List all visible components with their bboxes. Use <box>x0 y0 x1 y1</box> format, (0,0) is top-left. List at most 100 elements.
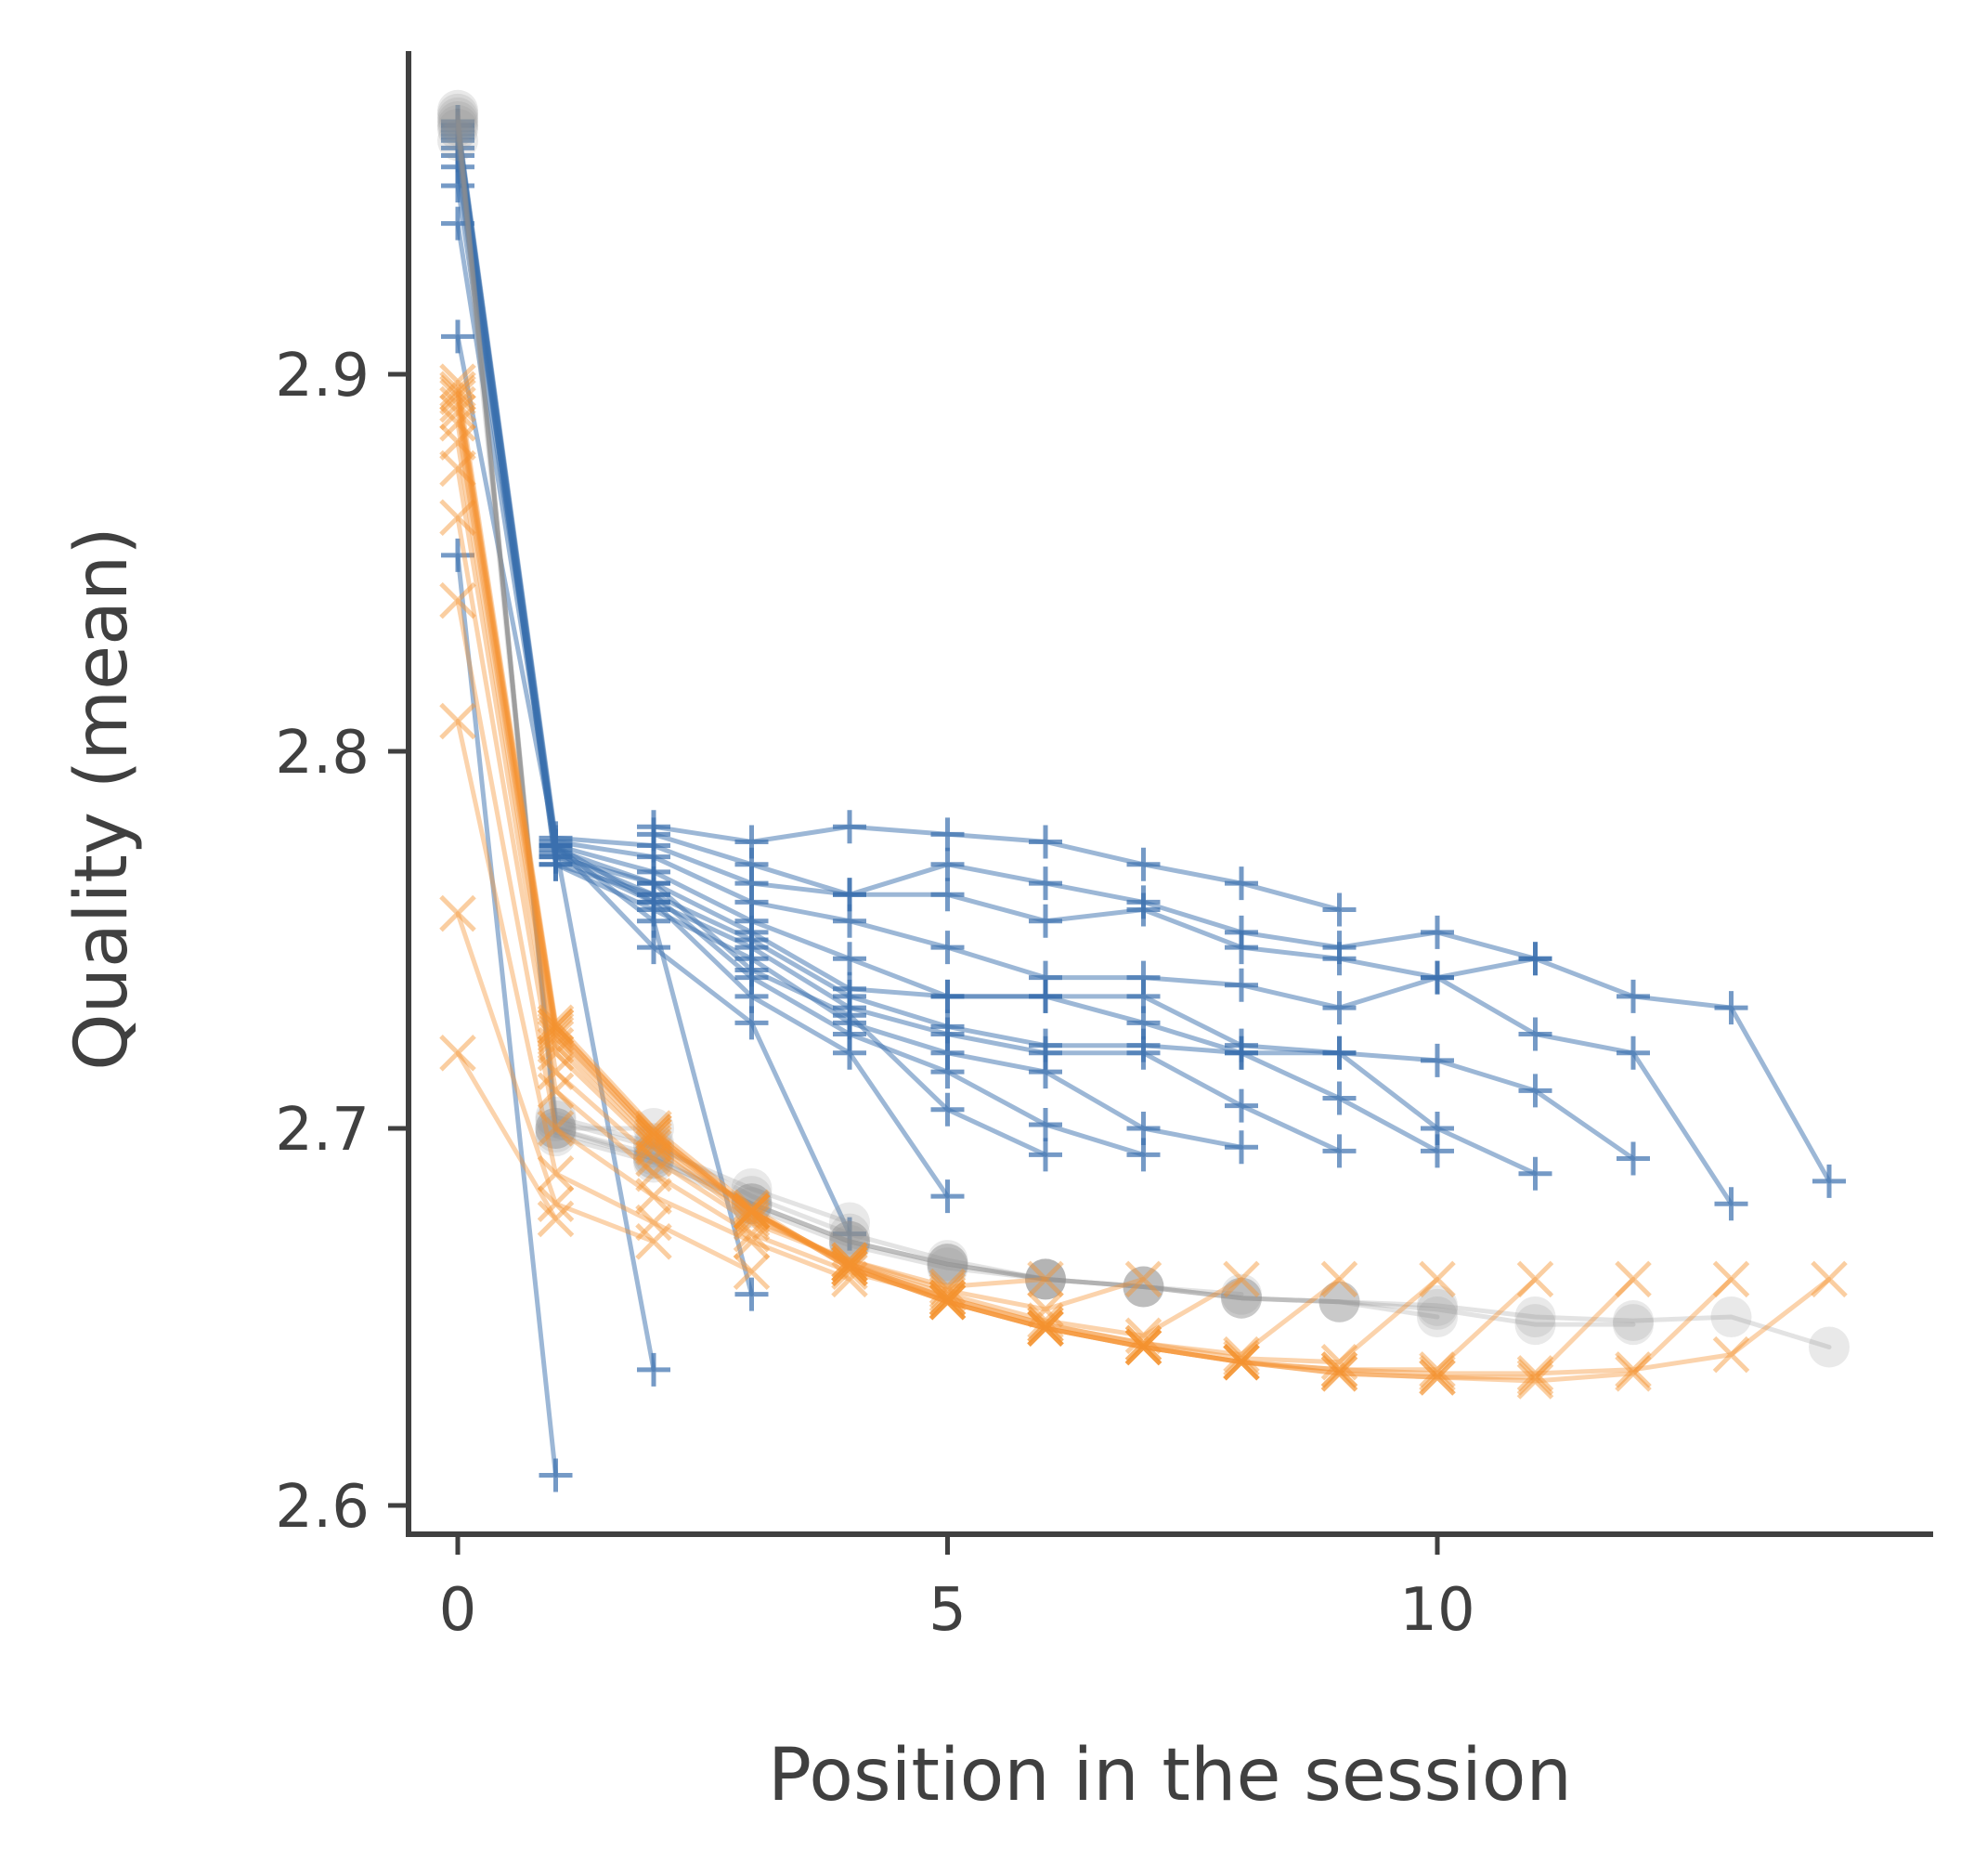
series-gray-len7 <box>437 105 1066 1300</box>
data-point <box>929 1275 967 1313</box>
data-point <box>829 1220 870 1262</box>
data-point <box>927 1247 968 1289</box>
series-line <box>455 115 1440 1320</box>
data-point <box>731 1183 773 1225</box>
data-point <box>733 1192 771 1231</box>
data-point <box>635 1114 672 1151</box>
series-line <box>455 123 1734 1206</box>
data-point <box>1029 1107 1062 1141</box>
data-point <box>1123 1266 1164 1308</box>
data-point <box>1027 1260 1064 1298</box>
data-point <box>439 1035 476 1072</box>
y-tick-label: 2.7 <box>275 1096 370 1165</box>
series-line <box>455 1050 558 1221</box>
series-line <box>455 386 1734 1384</box>
data-point <box>1225 1088 1258 1123</box>
data-point <box>1025 1258 1066 1300</box>
series-line <box>455 394 1538 1373</box>
data-point <box>733 1192 771 1231</box>
series-line <box>455 402 1440 1365</box>
data-point <box>635 1128 672 1166</box>
series-orange-len15 <box>439 363 1848 1392</box>
data-point <box>927 1244 968 1285</box>
data-point <box>635 1114 672 1151</box>
data-point <box>930 878 965 912</box>
data-point <box>439 499 476 537</box>
data-point <box>537 1200 575 1238</box>
data-point <box>1617 1141 1650 1176</box>
series-orange-len7 <box>439 449 1064 1306</box>
data-point <box>831 1249 868 1286</box>
data-point <box>637 1352 670 1387</box>
series-line <box>455 421 1244 1338</box>
data-point <box>635 1117 672 1154</box>
series-line <box>455 123 1048 1282</box>
data-point <box>1221 1277 1262 1319</box>
data-point <box>1029 904 1062 938</box>
series-orange-len13 <box>439 374 1652 1396</box>
data-point <box>1421 960 1454 995</box>
data-point <box>927 1244 968 1285</box>
series-orange-len4 <box>439 702 771 1291</box>
data-point <box>1124 1328 1162 1366</box>
data-point <box>635 1154 672 1192</box>
series-line <box>455 134 1342 1153</box>
data-point <box>633 1123 674 1165</box>
data-point <box>535 1108 577 1149</box>
data-point <box>1124 1324 1162 1362</box>
data-point <box>439 371 476 409</box>
data-point <box>635 1204 672 1242</box>
data-point <box>1322 1134 1357 1168</box>
series-orange-len2 <box>439 1035 575 1238</box>
data-point <box>831 1260 868 1298</box>
data-point <box>733 1196 771 1234</box>
data-point <box>733 1223 771 1260</box>
data-point <box>1320 1355 1358 1392</box>
data-point <box>1615 1355 1652 1392</box>
data-point <box>733 1192 771 1231</box>
series-gray-len13 <box>437 93 1654 1346</box>
data-point <box>633 1108 674 1149</box>
data-point <box>437 109 478 150</box>
series-orange-len9 <box>439 405 1260 1355</box>
data-point <box>633 1141 674 1183</box>
series-orange-len11 <box>439 385 1456 1381</box>
data-point <box>537 1035 575 1072</box>
data-point <box>1613 1300 1654 1342</box>
data-point <box>1027 1306 1064 1343</box>
series-layer <box>437 89 1850 1492</box>
data-point <box>439 449 476 488</box>
data-point <box>1225 915 1258 949</box>
data-point <box>439 378 476 416</box>
data-point <box>831 1249 868 1286</box>
data-point <box>927 1244 968 1285</box>
data-point <box>1027 1309 1064 1347</box>
data-point <box>1025 1258 1066 1300</box>
data-point <box>1421 915 1454 949</box>
data-point <box>1322 1081 1357 1115</box>
x-tick-label: 0 <box>439 1576 477 1645</box>
data-point <box>1809 1326 1850 1368</box>
x-tick-label: 10 <box>1399 1576 1474 1645</box>
data-point <box>537 1072 575 1110</box>
data-point <box>441 319 474 354</box>
data-point <box>733 1204 771 1242</box>
data-point <box>1514 1296 1556 1337</box>
data-point <box>930 931 965 965</box>
data-point <box>637 931 670 965</box>
series-line <box>455 108 1832 1349</box>
data-point <box>1617 1036 1650 1070</box>
data-point <box>930 1092 965 1127</box>
series-line <box>455 221 754 1297</box>
data-point <box>1419 1351 1456 1388</box>
data-point <box>831 1245 868 1283</box>
series-blue-len2 <box>441 538 573 1492</box>
data-point <box>1225 1028 1258 1062</box>
data-point <box>1322 892 1357 927</box>
data-point <box>1029 1028 1062 1062</box>
series-orange-len8 <box>439 423 1162 1328</box>
data-point <box>831 1242 868 1279</box>
data-point <box>1516 1355 1554 1392</box>
data-point <box>537 1026 575 1064</box>
data-point <box>1027 1291 1064 1328</box>
